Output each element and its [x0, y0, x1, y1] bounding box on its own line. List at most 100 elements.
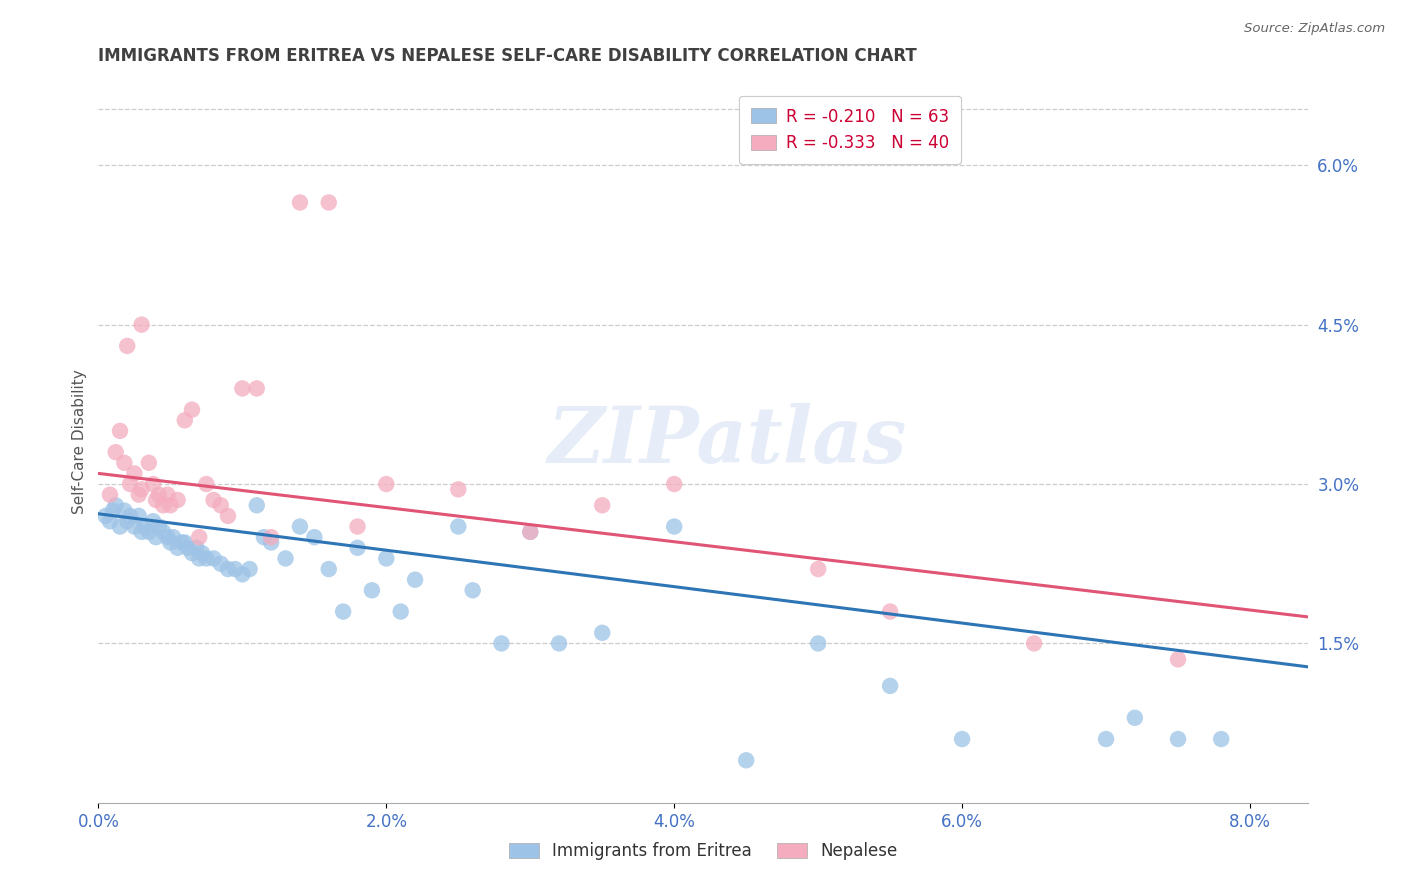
Point: [166, 493, 188, 508]
Point: [318, 195, 340, 210]
Point: [288, 195, 311, 210]
Point: [108, 519, 131, 533]
Point: [231, 381, 253, 395]
Y-axis label: Self-Care Disability: Self-Care Disability: [72, 369, 87, 514]
Point: [115, 514, 138, 528]
Point: [152, 524, 174, 539]
Point: [1211, 732, 1233, 747]
Point: [134, 519, 156, 533]
Point: [591, 625, 613, 640]
Point: [181, 546, 204, 560]
Point: [1167, 732, 1189, 747]
Point: [112, 503, 135, 517]
Point: [346, 541, 368, 555]
Point: [112, 456, 135, 470]
Point: [120, 508, 142, 523]
Point: [202, 493, 225, 508]
Point: [304, 530, 326, 544]
Point: [209, 557, 232, 571]
Point: [195, 477, 218, 491]
Point: [375, 477, 398, 491]
Point: [807, 562, 830, 576]
Point: [346, 519, 368, 533]
Point: [131, 524, 153, 539]
Point: [332, 605, 354, 619]
Point: [186, 541, 208, 555]
Point: [217, 562, 239, 576]
Point: [108, 424, 131, 438]
Point: [124, 519, 146, 533]
Point: [664, 519, 686, 533]
Point: [735, 753, 758, 767]
Point: [152, 498, 174, 512]
Point: [202, 551, 225, 566]
Point: [209, 498, 232, 512]
Text: IMMIGRANTS FROM ERITREA VS NEPALESE SELF-CARE DISABILITY CORRELATION CHART: IMMIGRANTS FROM ERITREA VS NEPALESE SELF…: [98, 47, 917, 65]
Point: [447, 519, 470, 533]
Point: [224, 562, 246, 576]
Text: ZIPatlas: ZIPatlas: [547, 403, 907, 480]
Point: [879, 605, 901, 619]
Point: [98, 488, 121, 502]
Point: [120, 477, 142, 491]
Point: [156, 488, 179, 502]
Point: [548, 636, 571, 650]
Point: [239, 562, 262, 576]
Point: [1167, 652, 1189, 666]
Point: [519, 524, 541, 539]
Point: [145, 530, 167, 544]
Point: [173, 413, 195, 427]
Point: [159, 535, 181, 549]
Point: [115, 339, 138, 353]
Point: [1095, 732, 1118, 747]
Point: [253, 530, 276, 544]
Point: [1123, 711, 1146, 725]
Point: [138, 456, 160, 470]
Point: [191, 546, 214, 560]
Point: [170, 535, 193, 549]
Point: [591, 498, 613, 512]
Point: [188, 551, 211, 566]
Point: [288, 519, 311, 533]
Point: [950, 732, 973, 747]
Point: [176, 541, 198, 555]
Point: [98, 514, 121, 528]
Point: [142, 514, 165, 528]
Point: [138, 524, 160, 539]
Point: [318, 562, 340, 576]
Point: [664, 477, 686, 491]
Point: [94, 508, 117, 523]
Point: [375, 551, 398, 566]
Point: [159, 498, 181, 512]
Point: [142, 477, 165, 491]
Point: [181, 402, 204, 417]
Point: [807, 636, 830, 650]
Point: [148, 519, 170, 533]
Point: [145, 493, 167, 508]
Point: [274, 551, 297, 566]
Point: [166, 541, 188, 555]
Point: [389, 605, 412, 619]
Point: [491, 636, 513, 650]
Point: [162, 530, 184, 544]
Point: [124, 467, 146, 481]
Point: [361, 583, 384, 598]
Point: [104, 445, 127, 459]
Point: [519, 524, 541, 539]
Point: [260, 535, 283, 549]
Point: [128, 508, 150, 523]
Point: [246, 498, 269, 512]
Legend: Immigrants from Eritrea, Nepalese: Immigrants from Eritrea, Nepalese: [502, 836, 904, 867]
Point: [131, 483, 153, 497]
Point: [879, 679, 901, 693]
Point: [131, 318, 153, 332]
Point: [101, 503, 124, 517]
Point: [217, 508, 239, 523]
Point: [128, 488, 150, 502]
Point: [156, 530, 179, 544]
Point: [1022, 636, 1045, 650]
Point: [404, 573, 426, 587]
Point: [188, 530, 211, 544]
Text: Source: ZipAtlas.com: Source: ZipAtlas.com: [1244, 22, 1385, 36]
Point: [104, 498, 127, 512]
